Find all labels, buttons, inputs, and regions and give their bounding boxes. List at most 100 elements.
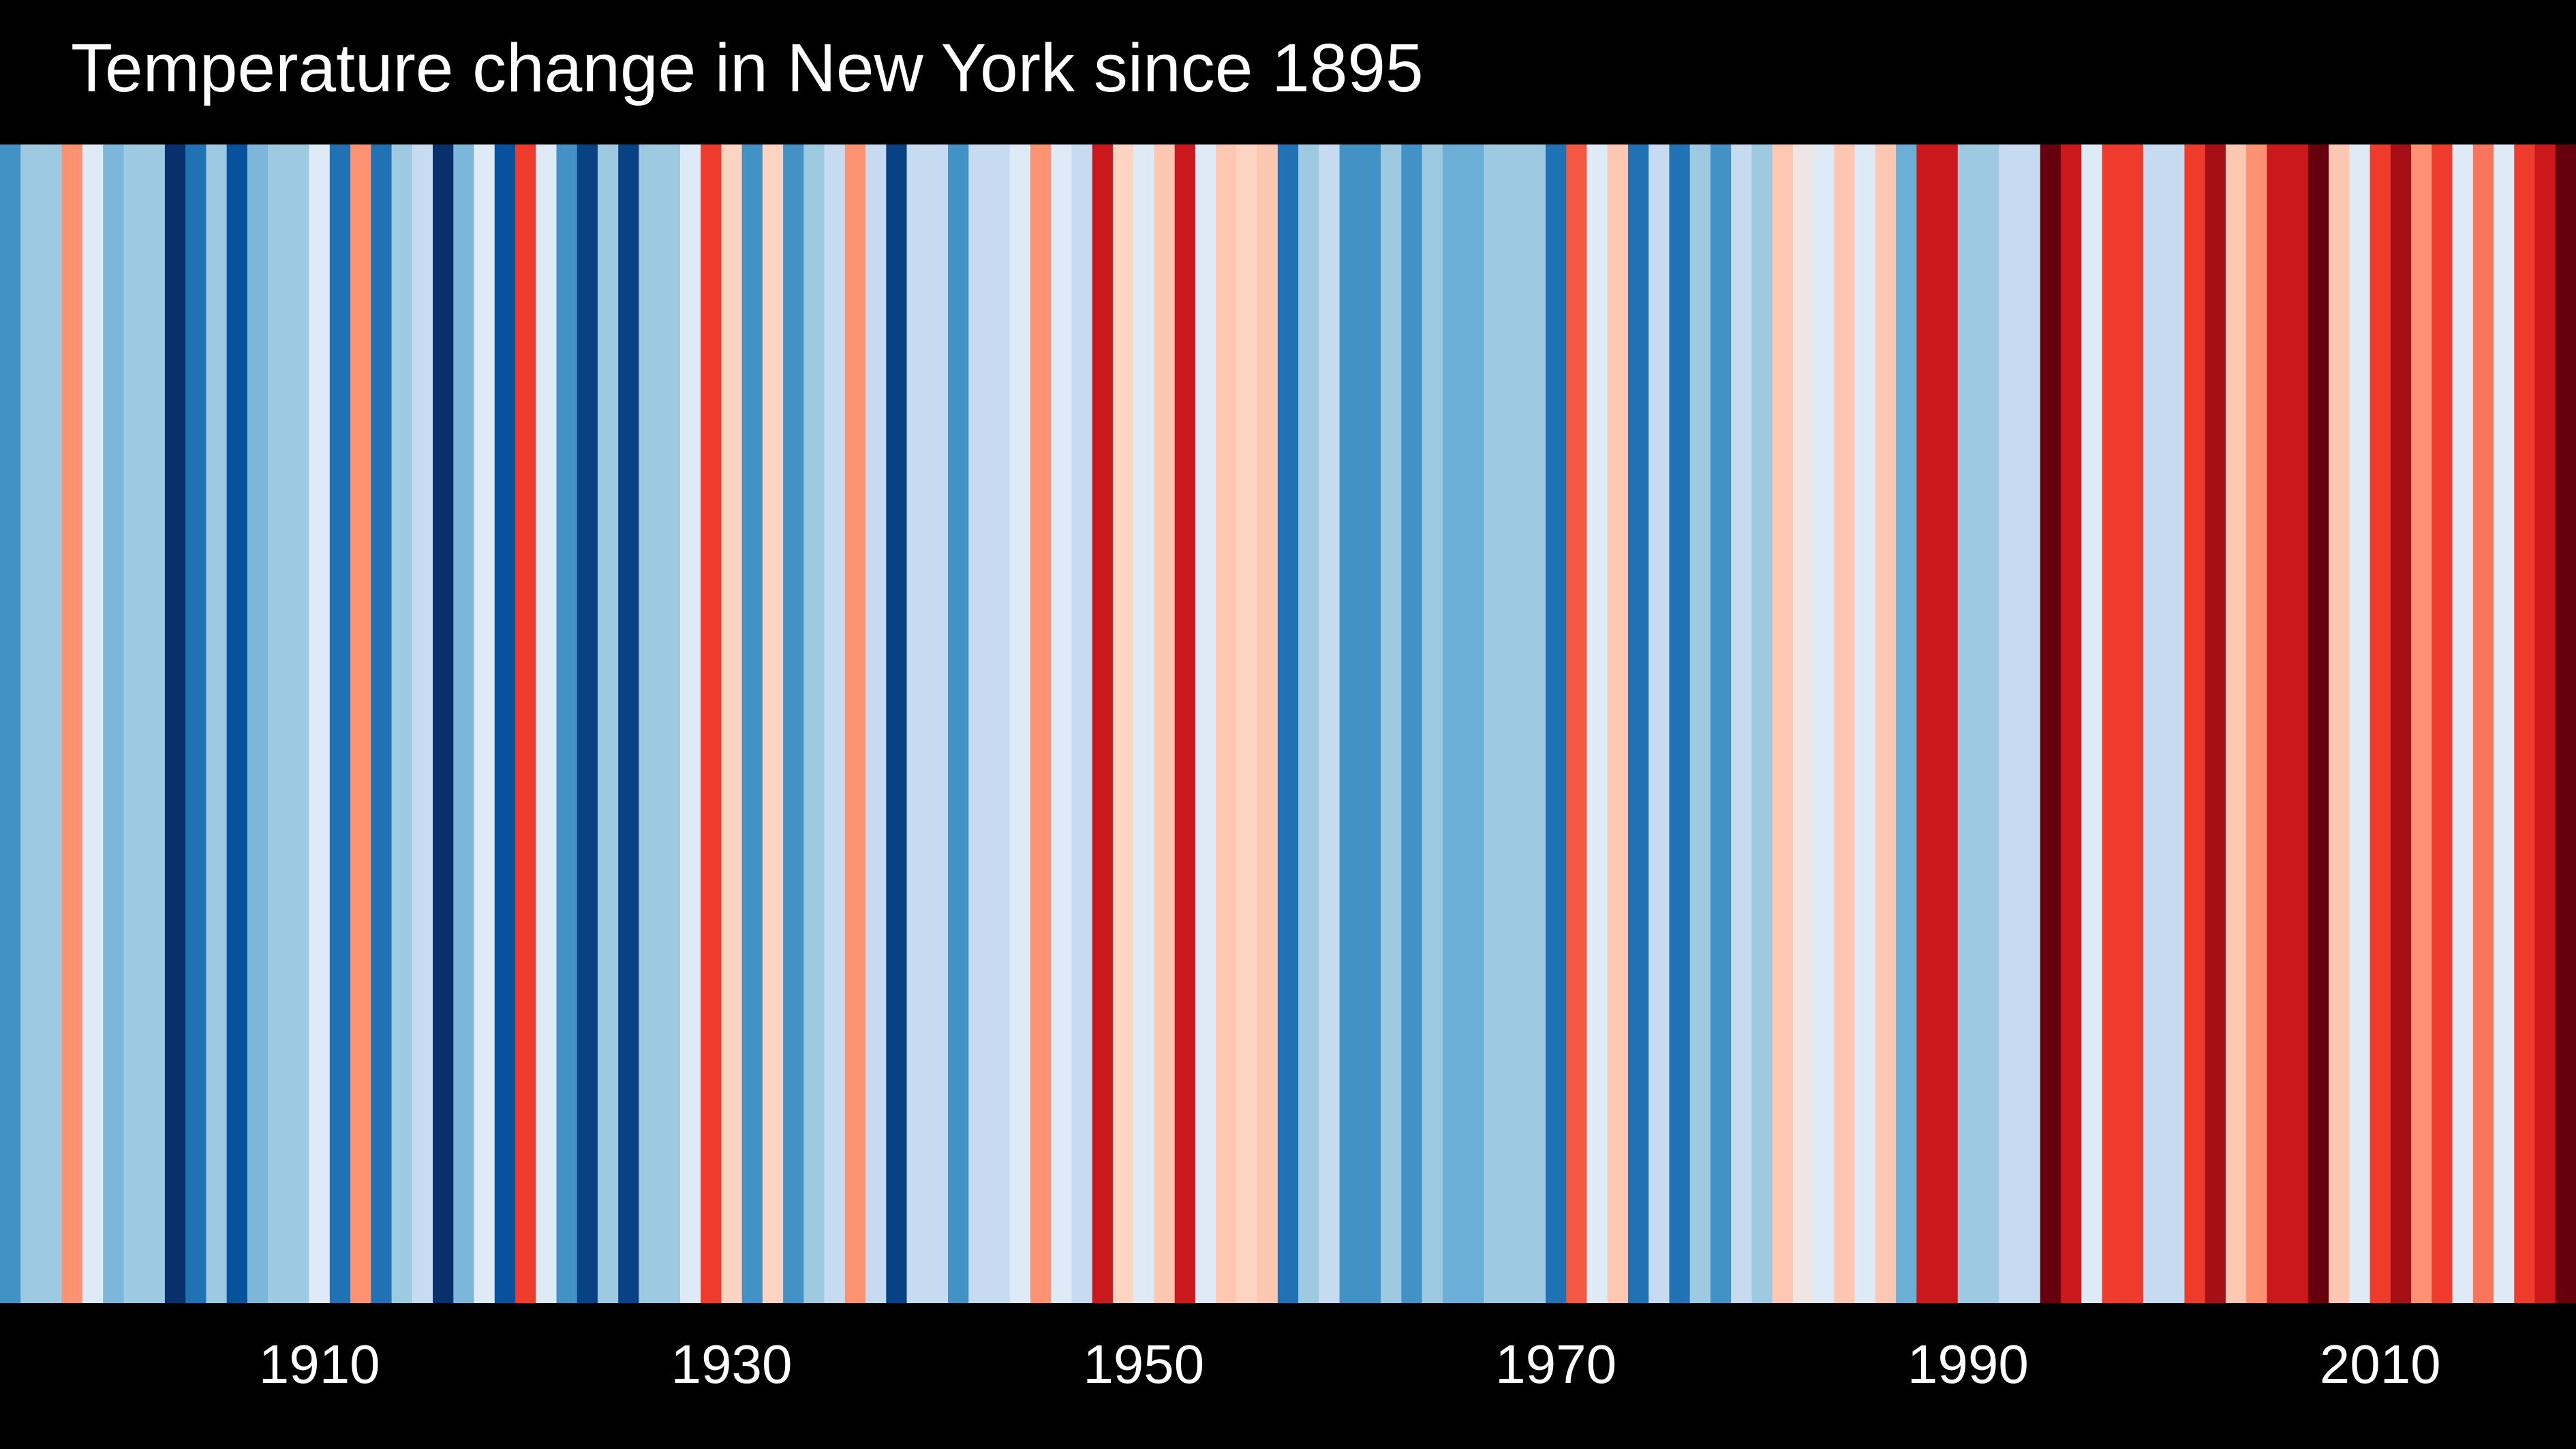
stripe-1975 — [1649, 144, 1670, 1303]
stripe-1898 — [61, 144, 83, 1303]
stripe-1967 — [1484, 144, 1505, 1303]
stripe-1951 — [1154, 144, 1176, 1303]
stripe-1904 — [185, 144, 206, 1303]
stripe-1900 — [103, 144, 125, 1303]
stripe-1993 — [2019, 144, 2041, 1303]
stripe-2019 — [2555, 144, 2576, 1303]
stripe-1953 — [1195, 144, 1216, 1303]
stripe-1915 — [412, 144, 433, 1303]
stripe-1897 — [41, 144, 63, 1303]
stripe-2018 — [2534, 144, 2556, 1303]
stripe-1972 — [1586, 144, 1608, 1303]
stripe-1895 — [0, 144, 21, 1303]
stripe-1933 — [783, 144, 804, 1303]
stripe-1996 — [2081, 144, 2103, 1303]
stripe-1931 — [741, 144, 763, 1303]
stripe-1941 — [948, 144, 969, 1303]
stripe-1906 — [226, 144, 248, 1303]
stripe-1942 — [968, 144, 990, 1303]
stripe-2005 — [2267, 144, 2288, 1303]
stripe-2004 — [2246, 144, 2267, 1303]
stripe-2003 — [2225, 144, 2247, 1303]
x-tick-label-1950: 1950 — [1083, 1334, 1205, 1394]
x-tick-label-1990: 1990 — [1907, 1334, 2029, 1394]
stripe-1968 — [1504, 144, 1526, 1303]
stripe-1987 — [1896, 144, 1917, 1303]
stripe-1909 — [288, 144, 310, 1303]
stripe-2002 — [2205, 144, 2226, 1303]
stripe-1910 — [309, 144, 331, 1303]
stripe-1961 — [1360, 144, 1381, 1303]
stripe-1980 — [1751, 144, 1773, 1303]
stripe-1954 — [1216, 144, 1237, 1303]
stripe-1974 — [1627, 144, 1649, 1303]
stripe-1985 — [1854, 144, 1876, 1303]
stripe-1958 — [1298, 144, 1319, 1303]
stripe-1995 — [2061, 144, 2082, 1303]
stripe-1917 — [453, 144, 475, 1303]
stripe-1925 — [618, 144, 640, 1303]
stripe-1962 — [1381, 144, 1402, 1303]
stripe-1979 — [1731, 144, 1752, 1303]
stripe-1983 — [1813, 144, 1835, 1303]
stripe-1920 — [515, 144, 536, 1303]
stripe-1922 — [556, 144, 578, 1303]
stripe-1939 — [906, 144, 928, 1303]
x-tick-label-1930: 1930 — [671, 1334, 793, 1394]
warming-stripes — [0, 144, 2576, 1303]
stripe-1976 — [1669, 144, 1691, 1303]
stripe-1964 — [1422, 144, 1443, 1303]
stripe-2008 — [2329, 144, 2350, 1303]
stripe-1923 — [577, 144, 598, 1303]
chart-title: Temperature change in New York since 189… — [71, 30, 1424, 106]
stripe-1907 — [247, 144, 269, 1303]
stripe-1924 — [597, 144, 619, 1303]
stripe-1905 — [206, 144, 228, 1303]
stripe-1982 — [1792, 144, 1814, 1303]
stripe-1918 — [474, 144, 495, 1303]
x-tick-label-2010: 2010 — [2319, 1334, 2441, 1394]
stripe-1947 — [1071, 144, 1093, 1303]
stripe-1952 — [1174, 144, 1196, 1303]
stripe-2012 — [2411, 144, 2432, 1303]
stripe-1896 — [20, 144, 42, 1303]
stripe-2016 — [2494, 144, 2515, 1303]
x-tick-label-1910: 1910 — [258, 1334, 380, 1394]
stripe-1911 — [329, 144, 351, 1303]
stripe-1926 — [639, 144, 660, 1303]
stripe-1988 — [1916, 144, 1938, 1303]
stripe-1965 — [1442, 144, 1464, 1303]
stripe-1966 — [1463, 144, 1484, 1303]
stripe-1998 — [2122, 144, 2144, 1303]
stripe-1950 — [1133, 144, 1155, 1303]
stripe-1957 — [1277, 144, 1299, 1303]
stripe-1927 — [659, 144, 681, 1303]
stripe-1914 — [391, 144, 413, 1303]
stripe-1916 — [433, 144, 454, 1303]
x-tick-label-1970: 1970 — [1495, 1334, 1617, 1394]
stripe-1997 — [2102, 144, 2123, 1303]
stripe-2001 — [2184, 144, 2206, 1303]
stripe-1960 — [1339, 144, 1361, 1303]
stripe-1970 — [1546, 144, 1567, 1303]
stripe-1919 — [494, 144, 516, 1303]
stripe-1948 — [1092, 144, 1114, 1303]
stripe-1963 — [1401, 144, 1423, 1303]
stripe-2011 — [2390, 144, 2412, 1303]
stripe-1902 — [144, 144, 166, 1303]
stripe-1937 — [865, 144, 887, 1303]
stripe-1989 — [1937, 144, 1959, 1303]
stripe-1990 — [1957, 144, 1979, 1303]
stripe-1932 — [762, 144, 784, 1303]
stripe-1930 — [721, 144, 743, 1303]
stripe-1935 — [824, 144, 846, 1303]
stripe-2014 — [2452, 144, 2474, 1303]
stripe-1986 — [1875, 144, 1897, 1303]
stripe-1978 — [1710, 144, 1732, 1303]
stripe-1994 — [2040, 144, 2061, 1303]
stripe-2015 — [2472, 144, 2494, 1303]
stripe-2009 — [2349, 144, 2371, 1303]
stripe-1901 — [123, 144, 145, 1303]
stripe-1921 — [536, 144, 557, 1303]
stripe-1934 — [803, 144, 825, 1303]
